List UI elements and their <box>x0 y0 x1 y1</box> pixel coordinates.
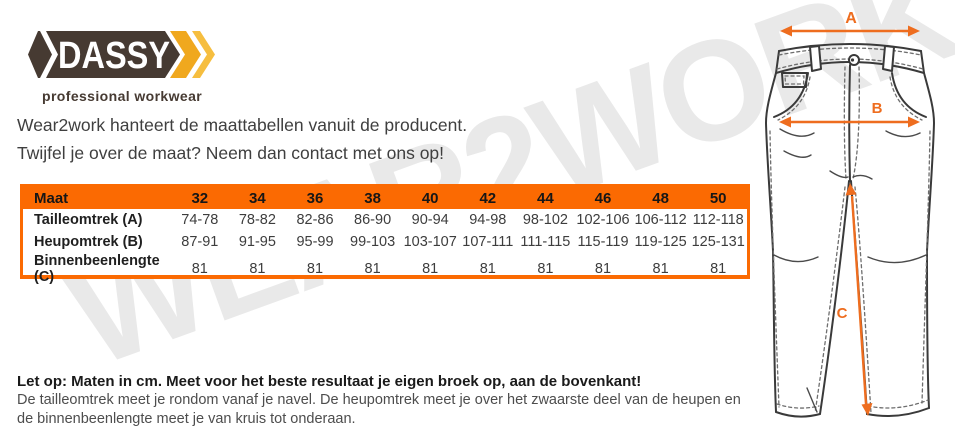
cell-value: 81 <box>422 261 439 277</box>
footnote-bold-line: Let op: Maten in cm. Meet voor het beste… <box>17 373 642 390</box>
table-row-hip: Heupomtrek (B) 87-91 91-95 95-99 99-103 … <box>23 231 747 253</box>
watch-pocket <box>781 72 808 88</box>
waist-arrow-label: A <box>845 10 857 27</box>
belt-loop-right <box>882 45 895 72</box>
cell-value: 87-91 <box>181 234 219 250</box>
hip-arrow: B <box>779 100 920 128</box>
size-column-header: 34 <box>249 189 266 207</box>
size-table-header-label: Maat <box>34 189 69 207</box>
inseam-arrow: C <box>837 183 873 416</box>
cell-value: 82-86 <box>296 212 334 228</box>
cell-value: 119-125 <box>634 234 687 250</box>
cell-value: 81 <box>306 261 324 277</box>
cell-value: 94-98 <box>469 212 507 228</box>
cell-value: 81 <box>710 261 727 277</box>
cell-value: 81 <box>364 261 381 277</box>
logo-chevron-2 <box>192 31 215 78</box>
size-column-header: 32 <box>191 189 209 207</box>
cell-value: 81 <box>479 261 496 277</box>
intro-text: Wear2work hanteert de maattabellen vanui… <box>17 111 467 167</box>
pants-diagram: A B C <box>765 10 935 418</box>
size-column-header: 50 <box>709 189 727 207</box>
footnote-line-1: De tailleomtrek meet je rondom vanaf je … <box>17 392 741 408</box>
cell-value: 81 <box>537 261 554 277</box>
logo-chevron-1 <box>170 31 201 78</box>
cell-value: 125-131 <box>691 234 745 250</box>
cell-value: 91-95 <box>238 234 276 250</box>
cell-value: 81 <box>249 261 266 277</box>
cell-value: 107-111 <box>462 234 514 250</box>
belt-loop-left <box>809 45 822 72</box>
size-column-header: 44 <box>537 189 554 207</box>
inseam-arrow-label: C <box>837 305 848 322</box>
row-label: Tailleomtrek (A) <box>34 212 143 228</box>
cell-value: 86-90 <box>354 212 392 228</box>
cell-value: 98-102 <box>522 212 568 228</box>
cell-value: 78-82 <box>238 212 276 228</box>
dassy-logo: DASSY professional workwear <box>28 30 228 104</box>
size-column-header: 46 <box>594 189 612 207</box>
pants-right-outline <box>923 72 935 409</box>
size-column-header: 36 <box>306 189 324 207</box>
waist-arrow: A <box>780 10 920 37</box>
logo-tagline: professional workwear <box>42 88 203 104</box>
left-pocket <box>773 72 809 118</box>
size-column-header: 38 <box>364 189 381 207</box>
row-label: Heupomtrek (B) <box>34 234 143 250</box>
cell-value: 99-103 <box>350 234 396 250</box>
cell-value: 81 <box>652 261 669 277</box>
logo-brand-text: DASSY <box>58 35 170 77</box>
size-table-header-row: Maat 32 34 36 38 40 42 44 46 48 50 <box>23 187 747 209</box>
cell-value: 102-106 <box>576 212 630 228</box>
size-column-header: 40 <box>421 189 439 207</box>
cell-value: 74-78 <box>181 212 219 228</box>
cell-value: 95-99 <box>296 234 334 250</box>
footnote-line-2: de binnenbeenlengte meet je van kruis to… <box>17 411 356 427</box>
intro-line-2: Twijfel je over de maat? Neem dan contac… <box>17 143 445 163</box>
table-row-waist: Tailleomtrek (A) 74-78 78-82 82-86 86-90… <box>23 209 747 231</box>
left-inseam <box>819 180 850 415</box>
logo-banner-shape <box>28 31 180 78</box>
size-column-header: 48 <box>652 189 669 207</box>
cell-value: 106-112 <box>634 212 687 228</box>
dassy-logo-banner: DASSY <box>28 31 215 78</box>
size-column-header: 42 <box>479 189 497 207</box>
footnote-text: Let op: Maten in cm. Meet voor het beste… <box>17 372 741 429</box>
cell-value: 90-94 <box>411 212 449 228</box>
waistband-top <box>778 43 922 52</box>
cell-value: 81 <box>594 261 612 277</box>
cell-value: 111-115 <box>520 234 571 250</box>
logo-banner-notch <box>40 31 58 78</box>
pants-left-outline <box>765 72 777 413</box>
row-label: Binnenbeenlengte (C) <box>34 253 160 285</box>
table-row-inseam: Binnenbeenlengte (C) 81 81 81 81 81 81 8… <box>23 253 747 285</box>
cell-value: 112-118 <box>692 212 744 228</box>
cell-value: 103-107 <box>403 234 457 250</box>
hip-arrow-label: B <box>872 100 883 117</box>
right-pocket <box>891 72 927 118</box>
cell-value: 81 <box>191 261 208 277</box>
intro-line-1: Wear2work hanteert de maattabellen vanui… <box>17 115 468 135</box>
cell-value: 115-119 <box>577 234 629 250</box>
size-table: Maat 32 34 36 38 40 42 44 46 48 50 Taill… <box>20 184 750 285</box>
